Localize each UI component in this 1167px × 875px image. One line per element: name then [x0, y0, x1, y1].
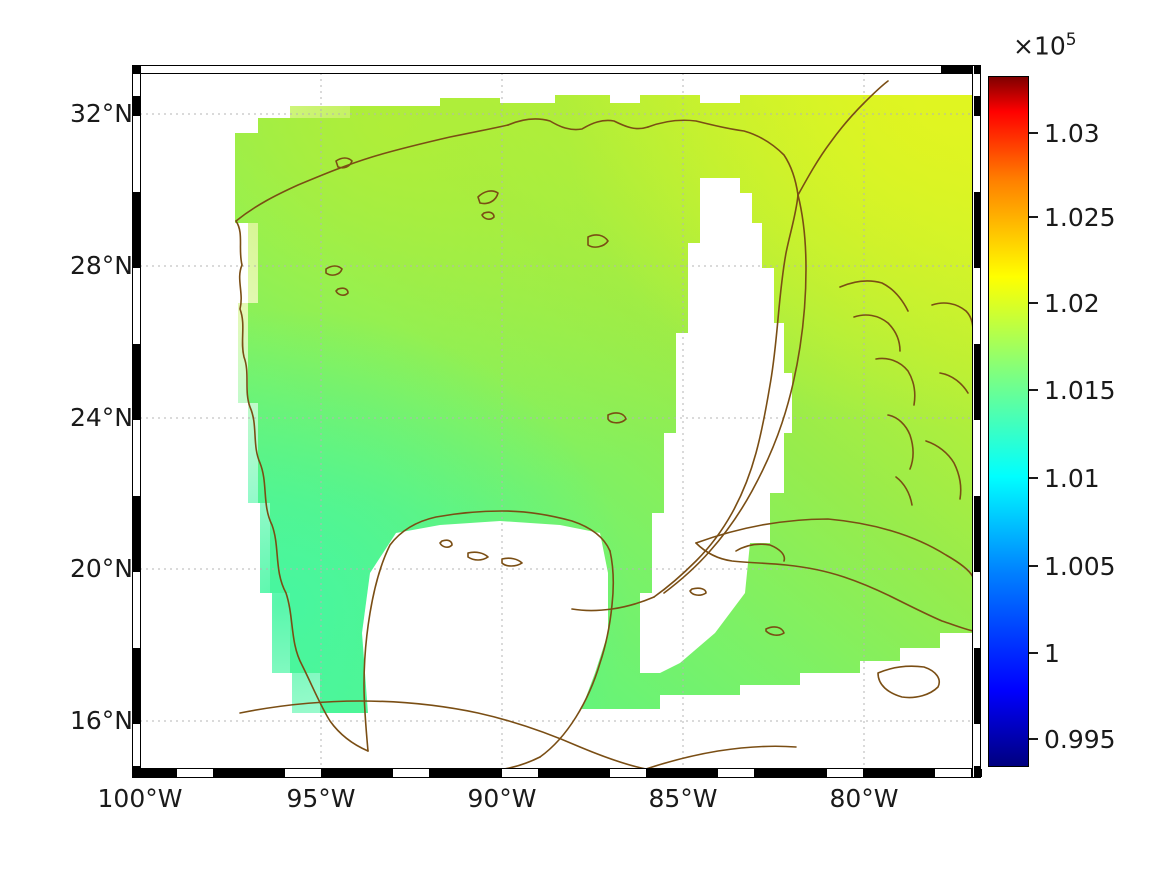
- colorbar-offset-text: ×105: [1013, 28, 1077, 58]
- colorbar-label-1030: 1.03: [1044, 119, 1100, 148]
- colorbar-tick-1005: [1029, 565, 1038, 567]
- colorbar-label-1000: 1: [1044, 639, 1060, 668]
- colorbar-label-1005: 1.005: [1044, 552, 1116, 581]
- ytick-label-16n: 16°N: [69, 706, 133, 735]
- xtick-label-80w: 80°W: [829, 784, 899, 813]
- ytick-label-28n: 28°N: [69, 251, 133, 280]
- colorbar[interactable]: [988, 76, 1029, 767]
- ytick-label-20n: 20°N: [69, 554, 133, 583]
- colorbar-tick-1020: [1029, 302, 1038, 304]
- xtick-label-90w: 90°W: [467, 784, 537, 813]
- colorbar-tick-1030: [1029, 132, 1038, 134]
- coastlines: [235, 80, 973, 769]
- colorbar-offset-mantissa: ×10: [1013, 31, 1066, 61]
- checker-border-top: [132, 65, 981, 74]
- colorbar-label-1010: 1.01: [1044, 464, 1100, 493]
- colorbar-label-1025: 1.025: [1044, 203, 1116, 232]
- xtick-label-95w: 95°W: [286, 784, 356, 813]
- ytick-label-32n: 32°N: [69, 99, 133, 128]
- map-svg: [140, 73, 973, 769]
- checker-border-left: [132, 65, 141, 778]
- colorbar-tick-1010: [1029, 477, 1038, 479]
- colorbar-offset-exponent: 5: [1065, 30, 1077, 50]
- colorbar-tick-1025: [1029, 216, 1038, 218]
- ytick-label-24n: 24°N: [69, 403, 133, 432]
- checker-border-right: [972, 65, 981, 778]
- colorbar-tick-1015: [1029, 389, 1038, 391]
- colorbar-label-0995: 0.995: [1044, 725, 1116, 754]
- checker-border-bottom: [132, 768, 982, 778]
- colorbar-label-1015: 1.015: [1044, 376, 1116, 405]
- colorbar-tick-1000: [1029, 652, 1038, 654]
- map-axes[interactable]: [140, 73, 973, 769]
- xtick-label-85w: 85°W: [648, 784, 718, 813]
- colorbar-label-1020: 1.02: [1044, 289, 1100, 318]
- colorbar-tick-0995: [1029, 738, 1038, 740]
- xtick-label-100w: 100°W: [97, 784, 183, 813]
